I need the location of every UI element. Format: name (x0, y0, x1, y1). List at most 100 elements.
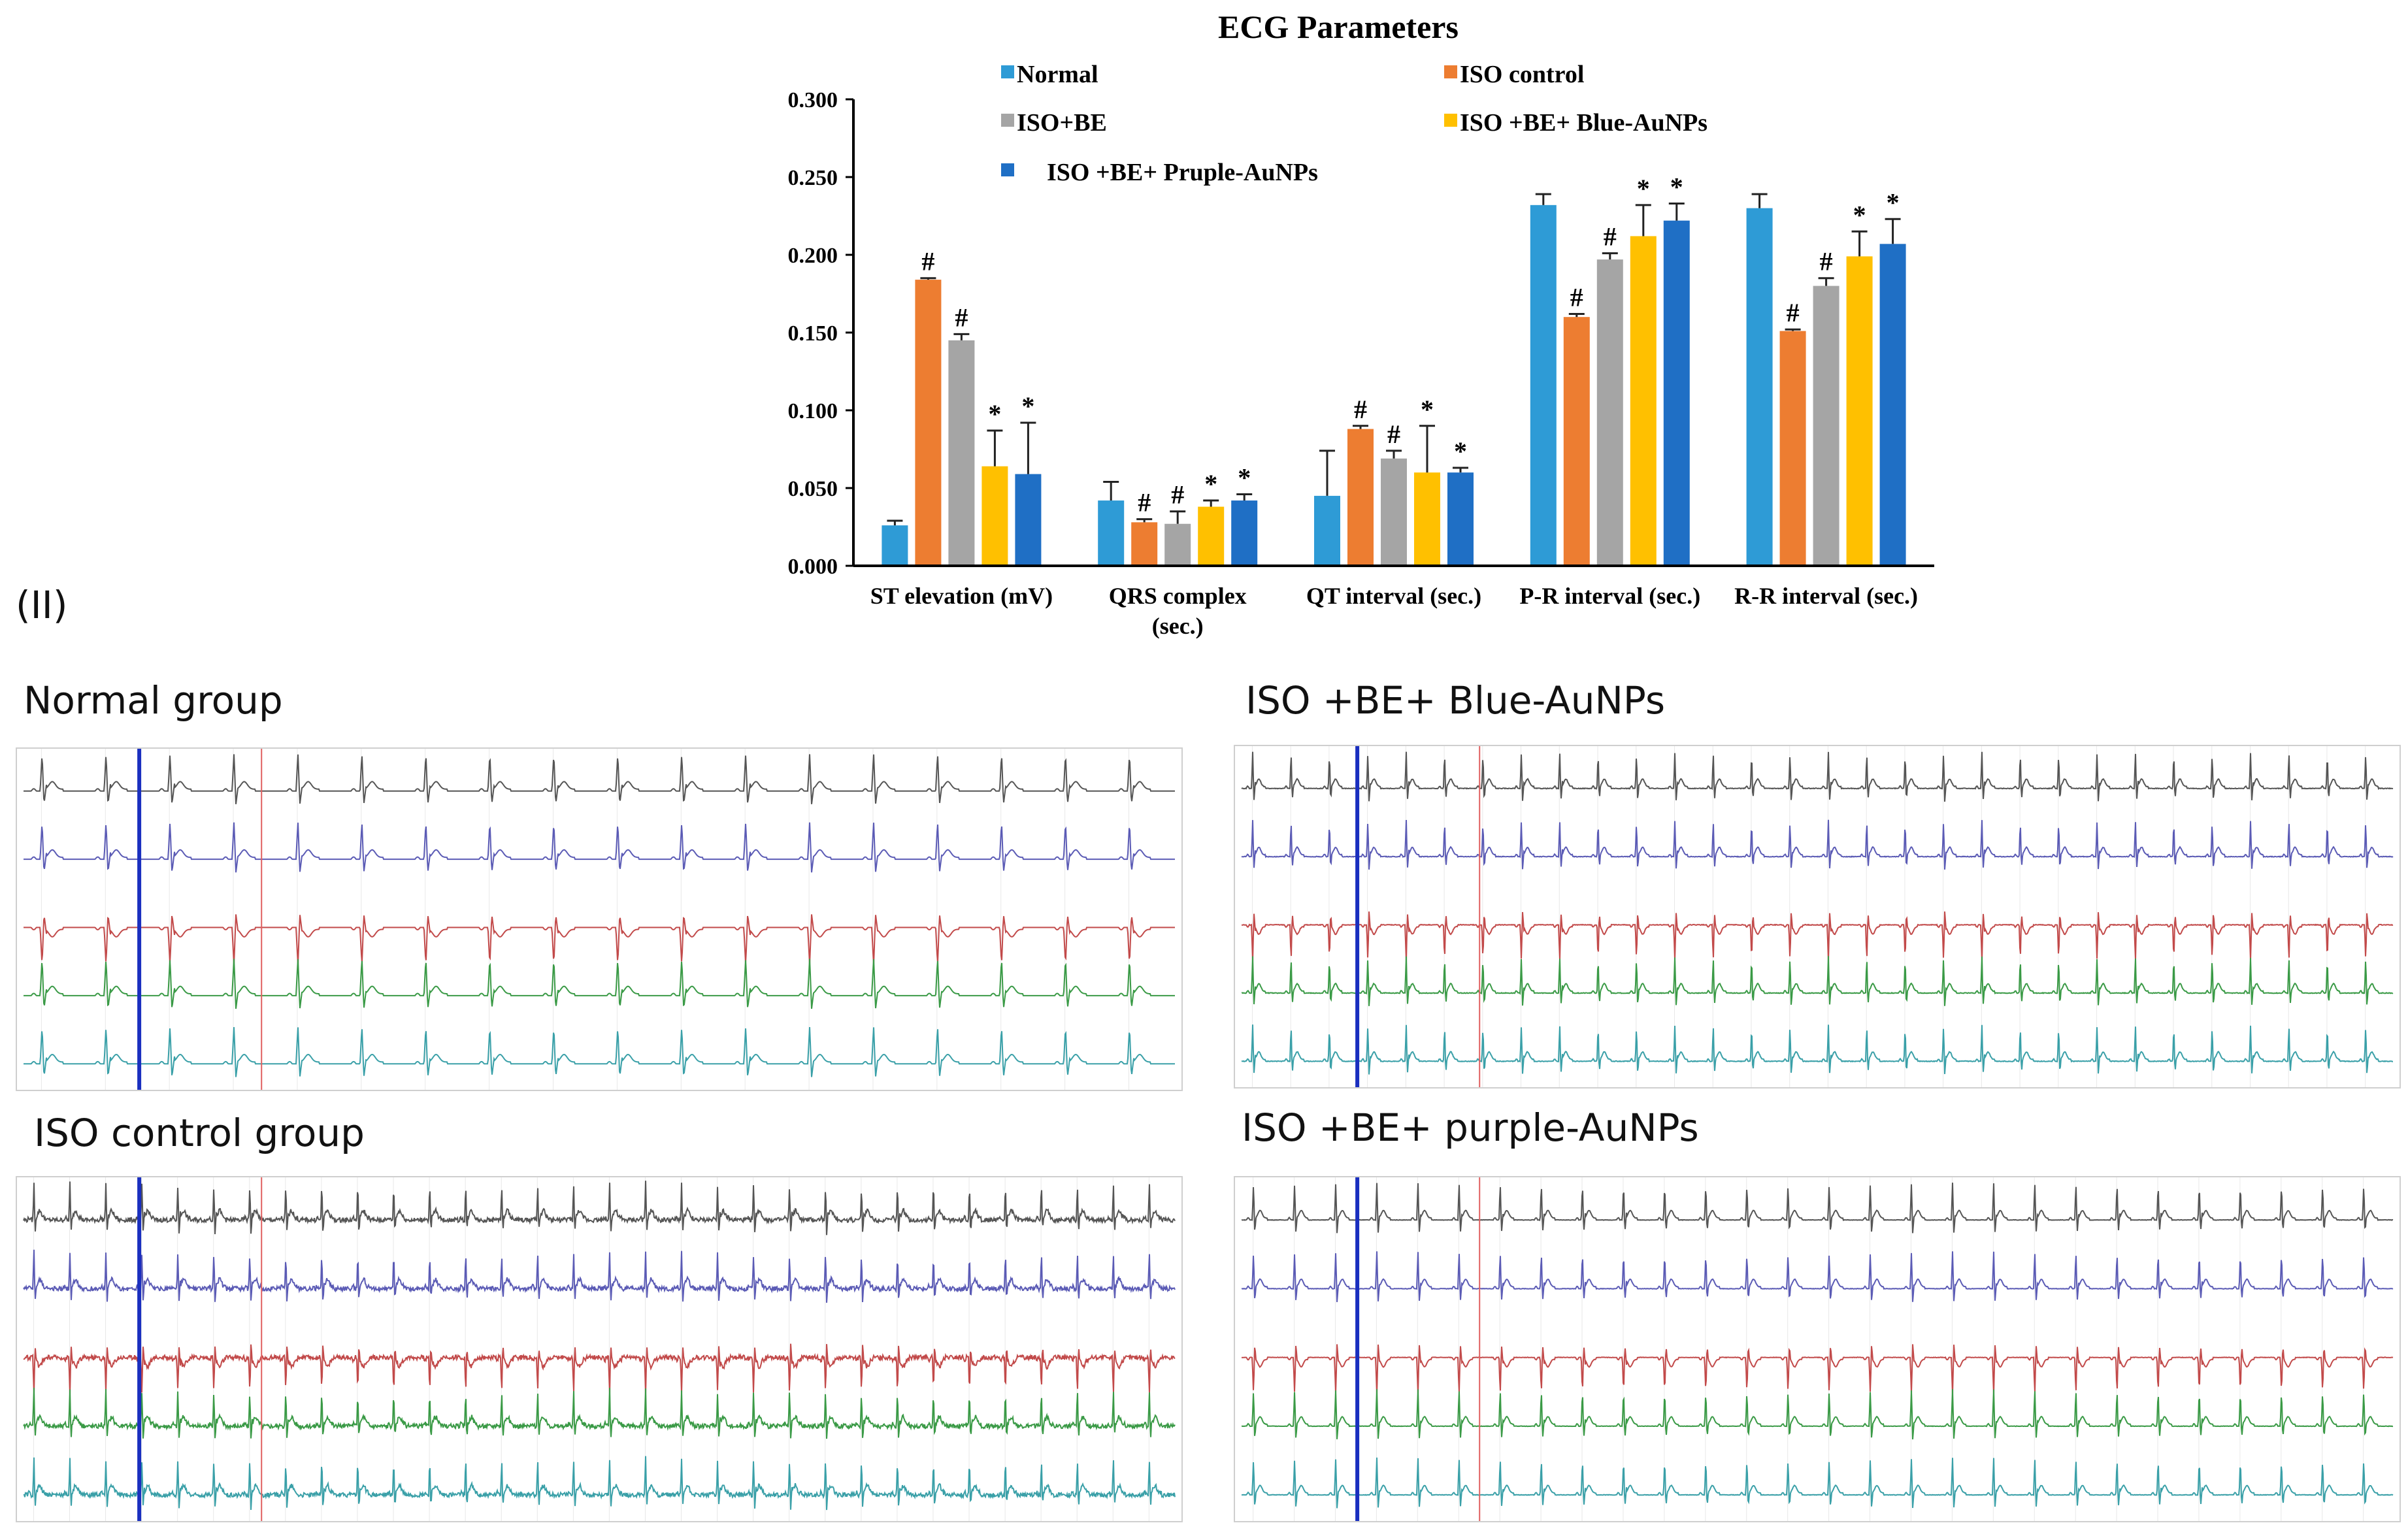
ecg-trace-blue-aunps (1234, 745, 2401, 1088)
bar (1015, 474, 1042, 566)
bar (882, 525, 908, 566)
ecg-lead-trace (1241, 1183, 2394, 1234)
bar (1630, 236, 1657, 566)
ecg-lead-trace (23, 1181, 1176, 1235)
ecg-lead-trace (24, 914, 1175, 964)
x-category-label: ST elevation (mV) (870, 583, 1053, 609)
ecg-lead-trace (23, 1249, 1176, 1303)
ecg-lead-trace (24, 1026, 1175, 1077)
significance-marker: # (1138, 488, 1151, 517)
ecg-trace-iso-control (16, 1176, 1183, 1522)
legend-label: ISO +BE+ Blue-AuNPs (1460, 109, 1707, 137)
y-tick-label: 0.200 (788, 244, 838, 268)
bar (1131, 522, 1158, 566)
y-tick-label: 0.150 (788, 321, 838, 346)
significance-marker: * (1238, 463, 1251, 493)
legend-swatch (1001, 114, 1014, 127)
bar (1563, 317, 1590, 566)
panel-title-purple-aunps: ISO +BE+ purple-AuNPs (1242, 1105, 1699, 1150)
legend-label: ISO +BE+ Pruple-AuNPs (1047, 159, 1318, 186)
x-category-label: QRS complex (1109, 583, 1247, 609)
bar (1746, 208, 1773, 566)
significance-marker: # (921, 247, 934, 276)
y-tick-label: 0.000 (788, 555, 838, 579)
y-tick-label: 0.100 (788, 399, 838, 423)
ecg-trace-purple-aunps (1234, 1176, 2401, 1522)
significance-marker: * (1887, 188, 1900, 217)
x-category-label: (sec.) (1152, 613, 1204, 639)
bar (1314, 495, 1340, 566)
panel-title-blue-aunps: ISO +BE+ Blue-AuNPs (1245, 678, 1666, 723)
ecg-lead-trace (1241, 1389, 2394, 1440)
ecg-lead-trace (24, 822, 1175, 873)
significance-marker: # (1604, 222, 1617, 252)
chart-legend: Normal ISO control ISO+BE ISO +BE+ Blue-AuN… (1001, 61, 1707, 186)
significance-marker: # (955, 303, 968, 332)
bar (1596, 259, 1623, 566)
ecg-svg (24, 749, 1175, 1090)
ecg-lead-trace (23, 1388, 1176, 1439)
y-tick-label: 0.250 (788, 166, 838, 190)
x-category-label: R-R interval (sec.) (1734, 583, 1918, 609)
ecg-lead-trace (1241, 751, 2394, 802)
ecg-svg (23, 1177, 1176, 1521)
significance-marker: * (1421, 395, 1434, 424)
bar (915, 280, 942, 566)
panel-title-normal: Normal group (24, 678, 283, 723)
significance-marker: * (1853, 200, 1866, 229)
x-axis: ST elevation (mV) QRS complex (sec.) QT int… (853, 564, 1934, 639)
ecg-svg (1241, 1177, 2394, 1521)
ecg-lead-trace (23, 1456, 1176, 1511)
ecg-lead-trace (1241, 1457, 2394, 1509)
significance-marker: * (988, 399, 1001, 429)
x-category-label: QT interval (sec.) (1306, 583, 1481, 609)
ecg-svg (1241, 746, 2394, 1087)
legend-label: Normal (1017, 61, 1098, 88)
section-label: (II) (16, 583, 68, 627)
significance-marker: # (1171, 480, 1184, 510)
bar (1447, 472, 1474, 566)
legend-label: ISO control (1460, 61, 1584, 88)
chart-bars: # # * * # # * * # # * * # # * * # # * * (882, 172, 1906, 566)
ecg-lead-trace (24, 958, 1175, 1009)
significance-marker: # (1387, 419, 1400, 449)
legend-swatch (1001, 163, 1014, 176)
bar (981, 466, 1008, 566)
significance-marker: # (1570, 282, 1583, 312)
legend-label: ISO+BE (1017, 109, 1107, 137)
significance-marker: * (1637, 174, 1650, 203)
ecg-lead-trace (1241, 1024, 2393, 1075)
ecg-lead-trace (1241, 1251, 2394, 1302)
ecg-lead-trace (24, 754, 1175, 804)
legend-swatch (1444, 65, 1457, 78)
legend-swatch (1001, 65, 1014, 78)
ecg-parameters-chart: ECG Parameters Normal ISO control ISO+BE IS… (788, 8, 1934, 639)
significance-marker: * (1454, 436, 1467, 466)
bar (1879, 244, 1906, 566)
ecg-lead-trace (1241, 911, 2394, 962)
significance-marker: # (1820, 247, 1833, 276)
ecg-lead-trace (23, 1343, 1176, 1395)
significance-marker: * (1204, 469, 1217, 499)
bar (1164, 523, 1191, 566)
bar (948, 340, 975, 566)
ecg-lead-trace (1241, 819, 2394, 870)
significance-marker: * (1021, 391, 1034, 421)
legend-swatch (1444, 114, 1457, 127)
chart-title: ECG Parameters (1218, 8, 1459, 45)
bar (1414, 472, 1440, 566)
bar (1530, 205, 1557, 566)
x-category-label: P-R interval (sec.) (1519, 583, 1700, 609)
bar (1098, 500, 1125, 566)
bar (1231, 500, 1258, 566)
ecg-lead-trace (1241, 956, 2394, 1006)
bar (1779, 331, 1806, 566)
bar (1198, 506, 1225, 566)
significance-marker: * (1670, 172, 1683, 201)
bar (1381, 458, 1407, 566)
ecg-lead-trace (1241, 1344, 2394, 1395)
bar (1813, 286, 1839, 566)
bar (1846, 256, 1873, 566)
y-tick-label: 0.050 (788, 477, 838, 501)
significance-marker: # (1787, 298, 1800, 327)
